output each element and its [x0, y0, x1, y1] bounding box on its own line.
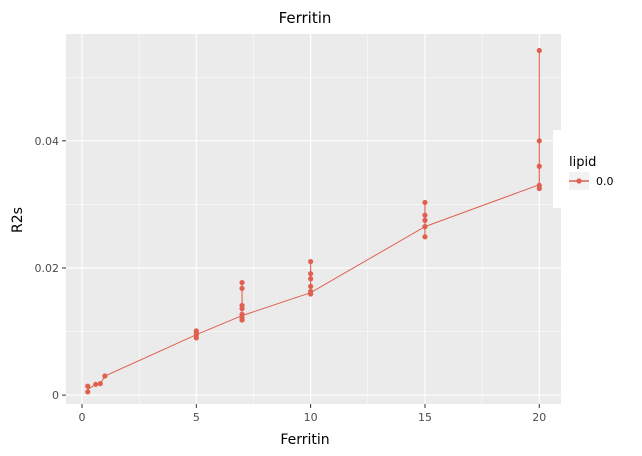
legend-key-point	[576, 178, 582, 184]
legend-title: lipid	[569, 155, 596, 170]
x-tick-label: 15	[418, 411, 432, 424]
data-point	[308, 283, 314, 289]
y-axis-ticks: 0 0.02 0.04	[35, 135, 66, 402]
x-axis-title: Ferritin	[280, 432, 329, 448]
data-point	[536, 138, 542, 144]
data-point	[536, 182, 542, 188]
y-tick-label: 0	[52, 389, 59, 402]
data-point	[422, 199, 428, 206]
legend-background	[553, 130, 642, 208]
data-point	[239, 279, 245, 286]
data-point	[85, 389, 91, 395]
data-point	[102, 373, 108, 379]
data-point	[422, 234, 428, 240]
x-tick-label: 0	[79, 411, 86, 424]
data-point	[193, 328, 199, 334]
x-axis-ticks: 0 5 10 15 20	[79, 404, 546, 424]
data-point	[239, 311, 245, 317]
y-tick-label: 0.02	[35, 262, 60, 275]
x-tick-label: 10	[304, 411, 318, 424]
y-axis-title: R2s	[10, 207, 26, 233]
data-point	[308, 276, 314, 282]
data-point	[536, 47, 542, 54]
data-point	[239, 285, 245, 291]
x-tick-label: 20	[532, 411, 546, 424]
data-point	[422, 224, 428, 230]
data-point	[239, 302, 245, 309]
data-point	[97, 381, 103, 387]
data-points	[85, 47, 542, 395]
plot-panel	[66, 34, 561, 404]
data-point	[308, 288, 314, 295]
data-point	[422, 217, 428, 223]
legend-label: 0.0	[596, 175, 614, 188]
data-point	[308, 271, 314, 277]
data-point	[85, 383, 91, 389]
data-point	[422, 212, 428, 218]
chart-title: Ferritin	[279, 9, 332, 27]
x-tick-label: 5	[193, 411, 200, 424]
legend: lipid 0.0	[553, 130, 642, 208]
data-point	[308, 258, 314, 265]
data-point	[536, 163, 542, 169]
y-tick-label: 0.04	[35, 135, 60, 148]
data-point	[93, 381, 99, 387]
minor-gridlines	[66, 34, 561, 404]
